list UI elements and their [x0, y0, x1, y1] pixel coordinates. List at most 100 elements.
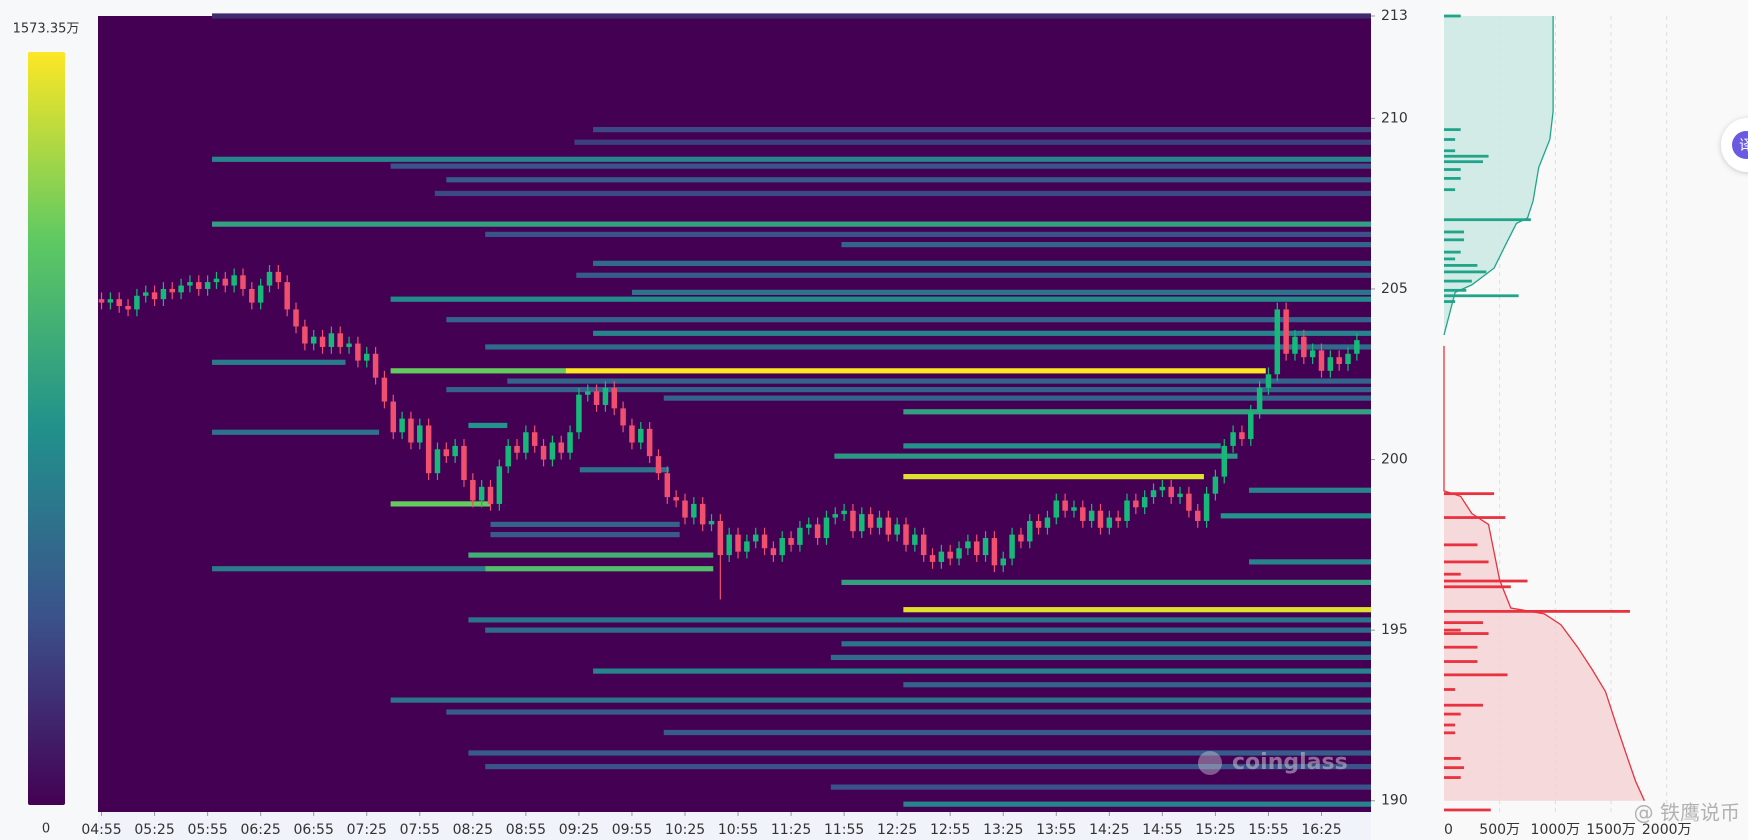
short-bar [1444, 154, 1489, 158]
candle-body [691, 503, 697, 518]
short-area [1444, 16, 1554, 336]
translate-button-label[interactable]: 译 [1739, 138, 1748, 154]
long-bar [1444, 543, 1478, 547]
candle-body [266, 271, 273, 286]
short-bar [1444, 138, 1456, 141]
candle-body [1221, 445, 1227, 477]
short-bar [1444, 218, 1531, 222]
long-bar [1444, 492, 1495, 496]
liquidation-level [593, 127, 1371, 133]
x-tick-label: 12:25 [877, 822, 917, 838]
liquidation-level [903, 682, 1371, 688]
watermark-logo [1198, 751, 1222, 775]
candle-body [257, 285, 264, 303]
liquidation-level [485, 627, 1371, 633]
liquidation-level [212, 566, 486, 572]
candle-body [1230, 432, 1236, 446]
liquidation-level [631, 289, 1371, 295]
liquidation-level [485, 344, 1371, 350]
short-bar [1444, 160, 1483, 164]
candle-body [1168, 486, 1174, 498]
short-bar [1444, 168, 1461, 171]
candle-body [1115, 517, 1121, 521]
short-bar [1444, 177, 1461, 180]
candle-body [956, 548, 962, 559]
user-watermark: @ 铁鹰说币 [1634, 801, 1740, 825]
candle-body [443, 449, 450, 457]
candle-body [814, 524, 821, 539]
candle-body [478, 486, 485, 501]
liquidation-level [390, 296, 1372, 302]
candle-body [160, 288, 167, 300]
colorbar-label: 0 [42, 822, 50, 837]
candle-body [1097, 510, 1104, 528]
candle-body [655, 456, 662, 474]
candle-body [859, 514, 865, 532]
candle-body [355, 343, 361, 361]
candle-body [310, 336, 317, 344]
candle-body [505, 445, 511, 467]
x-tick-label: 15:25 [1195, 822, 1235, 838]
long-bar [1444, 703, 1483, 707]
y-tick-label: 210 [1381, 110, 1408, 126]
candle-body [1327, 357, 1334, 371]
candle-body [337, 333, 343, 347]
short-bar [1444, 288, 1467, 292]
candle-body [487, 486, 494, 504]
candle-body [328, 333, 335, 347]
liquidation-level [1249, 487, 1371, 493]
candle-body [770, 548, 777, 556]
candle-body [151, 292, 158, 300]
candle-body [346, 343, 352, 347]
x-tick-label: 08:55 [506, 822, 546, 838]
liquidation-level [485, 764, 1371, 770]
candle-body [514, 445, 520, 453]
depth-x-tick-label: 1000万 [1531, 822, 1581, 838]
liquidation-level [212, 13, 1372, 19]
liquidation-level [485, 231, 1371, 237]
candle-body [107, 299, 114, 303]
long-bar [1444, 766, 1465, 770]
candle-body [240, 275, 246, 289]
short-bar [1444, 230, 1465, 234]
candle-body [496, 466, 503, 504]
candle-body [806, 524, 812, 528]
candle-body [1336, 357, 1342, 365]
candle-body [558, 442, 564, 453]
liquidation-level [468, 617, 1371, 623]
candle-body [125, 306, 131, 310]
candle-body [204, 282, 211, 289]
candle-body [699, 503, 706, 525]
candle-body [1194, 510, 1201, 521]
candle-body [1177, 493, 1183, 498]
candle-body [1044, 517, 1051, 528]
candle-body [744, 541, 750, 552]
candle-body [531, 432, 538, 446]
liquidation-level [903, 801, 1371, 807]
candle-body [735, 534, 741, 552]
candle-body [832, 514, 839, 518]
liquidation-level [903, 409, 1371, 415]
short-bar [1444, 128, 1461, 132]
candle-body [717, 520, 724, 556]
candle-body [417, 425, 423, 443]
long-bar [1444, 560, 1489, 564]
candle-body [549, 442, 556, 460]
y-tick-label: 190 [1381, 793, 1408, 809]
candle-body [1071, 507, 1077, 511]
candle-body [788, 538, 794, 545]
candle-body [231, 275, 237, 286]
colorbar-label: 1573.35万 [13, 22, 80, 37]
watermark: coinglass [1232, 750, 1348, 775]
x-tick-label: 08:25 [453, 822, 493, 838]
candle-body [620, 408, 626, 426]
candle-body [876, 517, 883, 528]
candle-body [1354, 340, 1360, 354]
candle-body [293, 309, 299, 327]
liquidation-level [468, 750, 1371, 756]
candle-body [540, 445, 547, 460]
candle-body [1318, 350, 1325, 371]
liquidation-level [834, 453, 1238, 459]
candle-body [947, 551, 953, 559]
